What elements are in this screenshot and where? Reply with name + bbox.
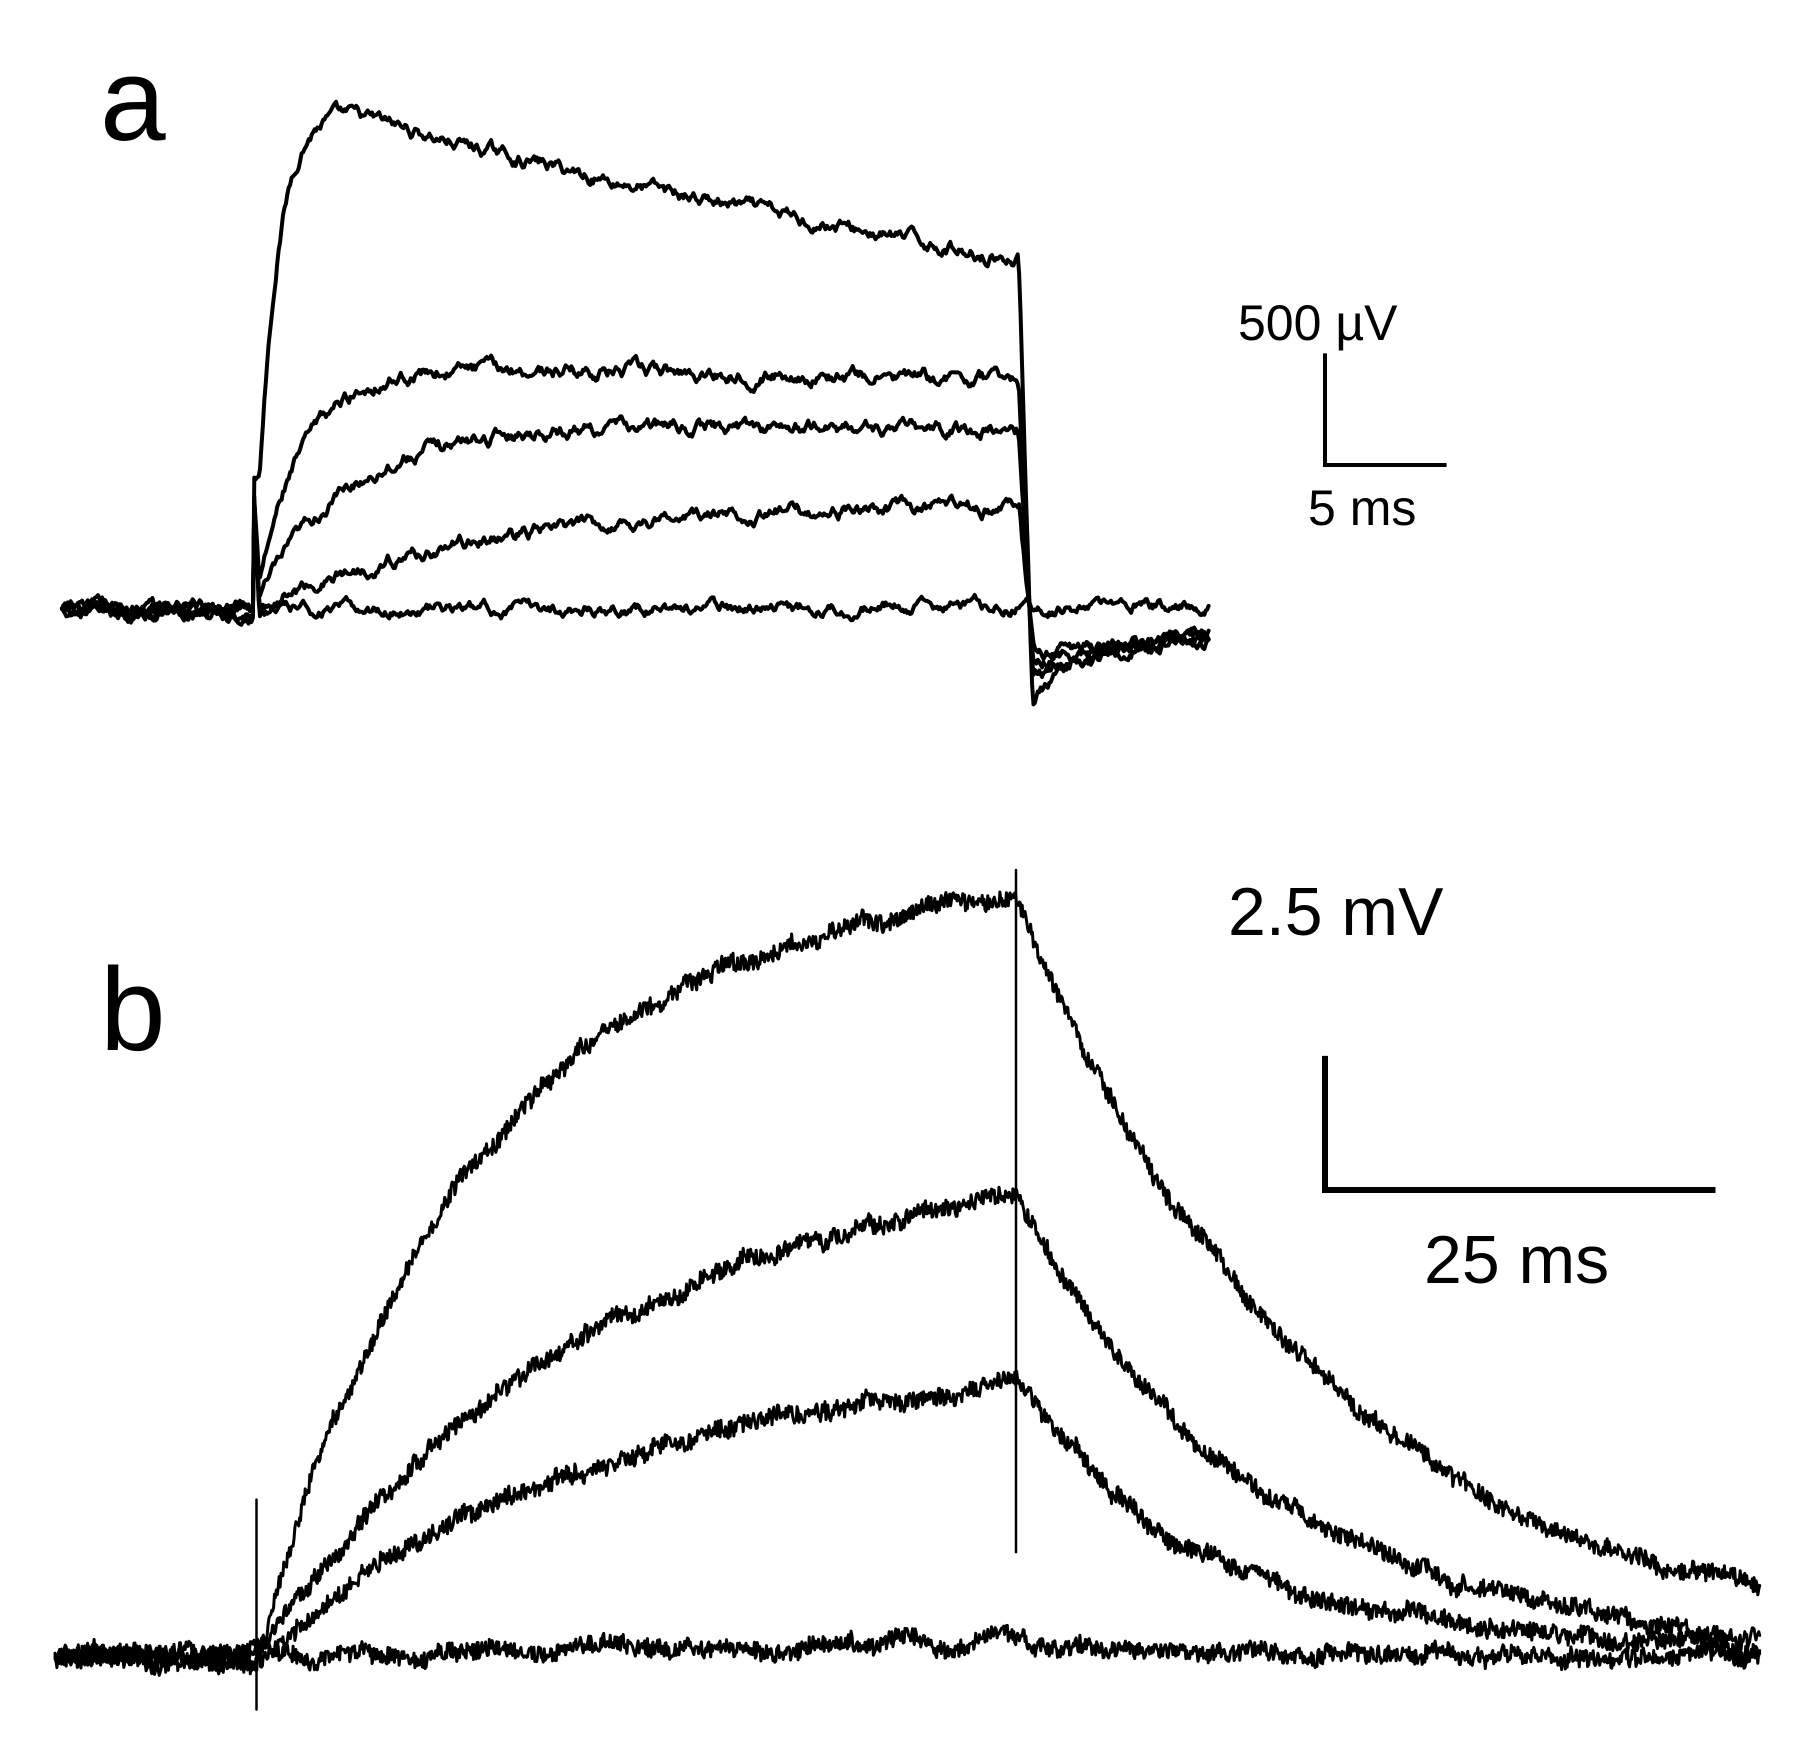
trace-1 bbox=[53, 890, 1762, 1676]
panel-b-letter: b bbox=[100, 944, 166, 1076]
trace-4 bbox=[60, 493, 1211, 661]
panel-a-scale-bar: 500 µV 5 ms bbox=[1238, 295, 1447, 536]
panel-a-letter: a bbox=[100, 34, 166, 166]
trace-3 bbox=[53, 1369, 1762, 1677]
trace-4 bbox=[53, 1623, 1762, 1676]
panel-b-scale-bar: 2.5 mV 25 ms bbox=[1228, 874, 1716, 1298]
panel-b-voltage-scale-label: 2.5 mV bbox=[1228, 874, 1444, 950]
panel-b-traces bbox=[53, 868, 1762, 1711]
trace-5 bbox=[60, 494, 1211, 623]
panel-b-time-scale-label: 25 ms bbox=[1424, 1222, 1609, 1298]
trace-2 bbox=[60, 353, 1211, 679]
panel-a-time-scale-label: 5 ms bbox=[1308, 480, 1416, 536]
trace-3 bbox=[60, 414, 1211, 670]
panel-a-voltage-scale-label: 500 µV bbox=[1238, 295, 1398, 351]
trace-2 bbox=[53, 1185, 1762, 1670]
panel-a-traces bbox=[60, 99, 1211, 707]
panel-b: b 2.5 mV 25 ms bbox=[53, 868, 1762, 1711]
panel-a: a 500 µV 5 ms bbox=[60, 34, 1447, 707]
